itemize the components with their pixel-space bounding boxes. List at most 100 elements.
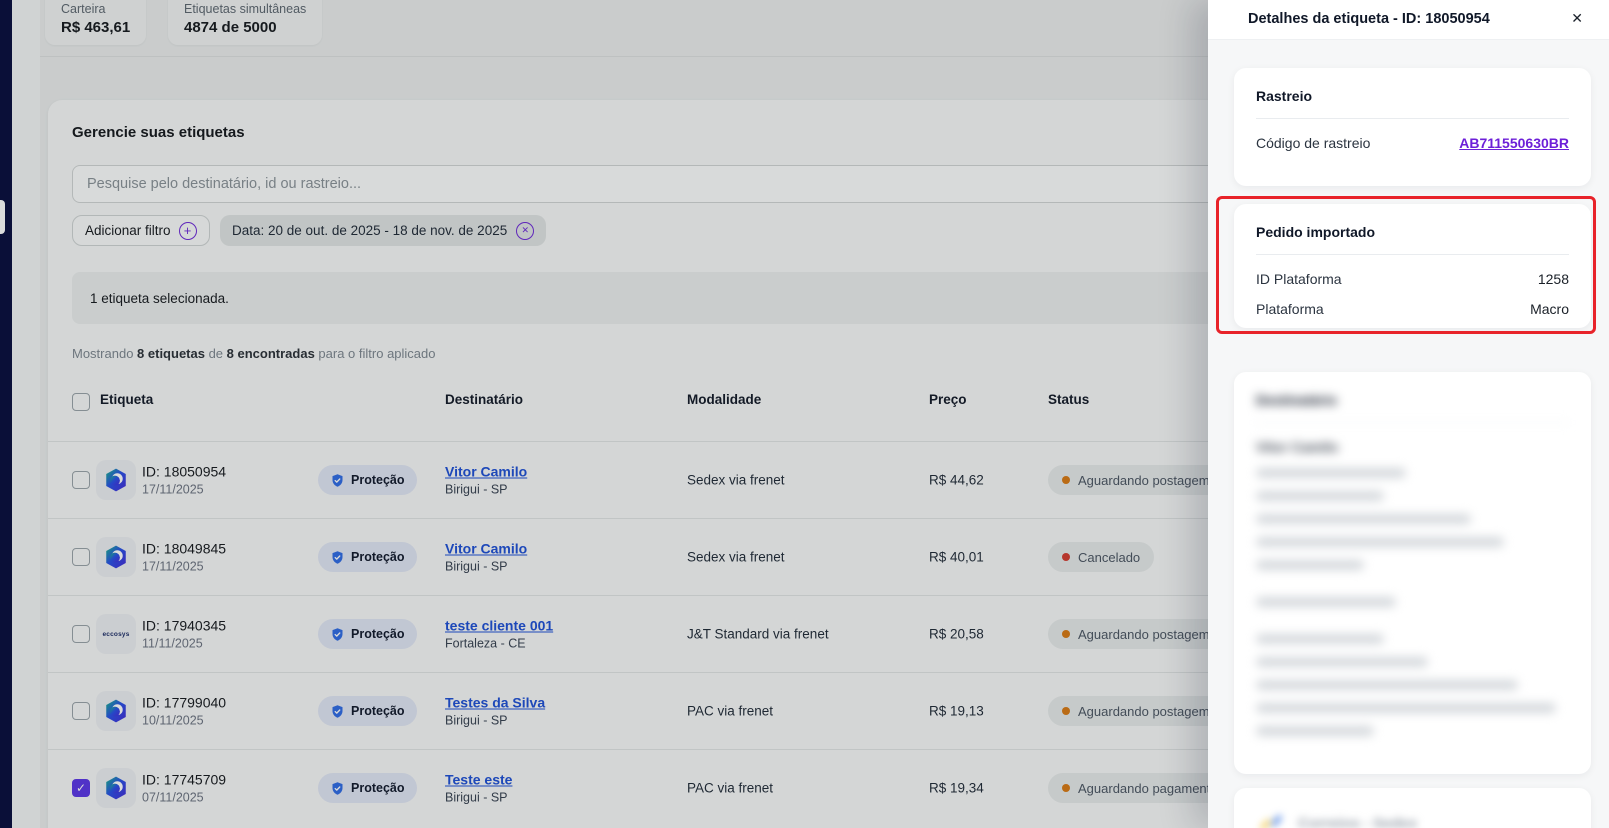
blurred-text-line [1256, 514, 1471, 524]
label-date: 17/11/2025 [142, 482, 204, 497]
hexagon-logo-icon [106, 468, 126, 492]
row-checkbox[interactable]: ✓ [72, 779, 90, 797]
protection-label: Proteção [351, 627, 405, 641]
recipient-cell: Vitor Camilo Birigui - SP [445, 541, 527, 574]
recipient-cell: Vitor Camilo Birigui - SP [445, 464, 527, 497]
blurred-text-line [1256, 468, 1406, 478]
recipient-blurred-content: Destinatário Vitor Camilo [1256, 392, 1569, 736]
platform-logo [96, 691, 136, 731]
hexagon-logo-icon [106, 776, 126, 800]
correios-logo-icon [1261, 814, 1281, 828]
top-bar: Carteira R$ 463,61 Etiquetas simultâneas… [40, 0, 1609, 57]
blurred-text-line [1256, 597, 1396, 607]
col-header-modalidade: Modalidade [687, 392, 762, 407]
status-badge: Aguardando postagem [1048, 696, 1224, 726]
protection-badge: Proteção [318, 542, 417, 572]
label-date: 11/11/2025 [142, 636, 203, 651]
recipient-name: Vitor Camilo [1256, 439, 1339, 455]
recipient-city: Fortaleza - CE [445, 636, 526, 651]
date-filter-label: Data: 20 de out. de 2025 - 18 de nov. de… [232, 223, 508, 238]
date-filter-chip[interactable]: Data: 20 de out. de 2025 - 18 de nov. de… [220, 215, 547, 246]
label-id-cell: ID: 17799040 10/11/2025 [142, 695, 226, 728]
status-text: Aguardando pagamento [1078, 780, 1218, 796]
carrier-name: Correios - Sedex [1298, 814, 1418, 828]
summary-suffix: para o filtro aplicado [314, 346, 436, 361]
divider [1256, 118, 1569, 119]
wallet-value: R$ 463,61 [61, 19, 131, 36]
add-filter-label: Adicionar filtro [85, 223, 171, 238]
recipient-link[interactable]: Testes da Silva [445, 694, 546, 711]
panel-header: Detalhes da etiqueta - ID: 18050954 ✕ [1208, 0, 1609, 40]
row-checkbox[interactable] [72, 625, 90, 643]
modality-cell: Sedex via frenet [687, 472, 785, 488]
table-row[interactable]: ✓ ID: 17745709 07/11/2025 Proteção Teste est… [48, 749, 1568, 826]
protection-label: Proteção [351, 704, 405, 718]
price-cell: R$ 44,62 [929, 472, 984, 488]
table-row[interactable]: eccosys ID: 17940345 11/11/2025 Proteção tes… [48, 595, 1568, 672]
label-id: ID: 18050954 [142, 463, 227, 480]
price-cell: R$ 19,13 [929, 703, 984, 719]
row-checkbox[interactable] [72, 548, 90, 566]
table-row[interactable]: ID: 17799040 10/11/2025 Proteção Testes da … [48, 672, 1568, 749]
label-id-cell: ID: 17745709 07/11/2025 [142, 772, 226, 805]
status-text: Aguardando postagem [1078, 472, 1210, 488]
label-id: ID: 17745709 [142, 771, 227, 788]
status-badge: Aguardando postagem [1048, 465, 1224, 495]
labels-quota-value: 4874 de 5000 [184, 19, 277, 36]
wallet-badge: Carteira R$ 463,61 [45, 0, 147, 45]
status-dot-icon [1062, 784, 1070, 792]
protection-label: Proteção [351, 781, 405, 795]
add-filter-button[interactable]: Adicionar filtro + [72, 215, 210, 246]
carrier-row: Correios - Sedex [1256, 808, 1569, 828]
tracking-code-label: Código de rastreio [1256, 135, 1371, 151]
table-row[interactable]: ID: 18050954 17/11/2025 Proteção Vitor Cami… [48, 441, 1568, 518]
hexagon-logo-icon [106, 699, 126, 723]
divider [1256, 254, 1569, 255]
results-summary: Mostrando 8 etiquetas de 8 encontradas p… [72, 346, 436, 361]
label-id-cell: ID: 17940345 11/11/2025 [142, 618, 226, 651]
tracking-code-link[interactable]: AB711550630BR [1459, 135, 1569, 151]
remove-filter-icon[interactable]: ✕ [516, 221, 535, 240]
close-icon[interactable]: ✕ [1571, 10, 1583, 26]
modality-cell: PAC via frenet [687, 780, 774, 796]
blurred-text-line [1256, 726, 1374, 736]
status-badge: Cancelado [1048, 542, 1155, 572]
label-id-cell: ID: 18050954 17/11/2025 [142, 464, 226, 497]
table-row[interactable]: ID: 18049845 17/11/2025 Proteção Vitor Cami… [48, 518, 1568, 595]
left-sidebar-column [12, 0, 40, 828]
recipient-city: Birigui - SP [445, 790, 508, 805]
platform-logo [96, 537, 136, 577]
label-id-cell: ID: 18049845 17/11/2025 [142, 541, 226, 574]
blurred-text-line [1256, 537, 1504, 547]
status-dot-icon [1062, 476, 1070, 484]
recipient-city: Birigui - SP [445, 559, 508, 574]
col-header-status: Status [1048, 392, 1090, 407]
shield-icon [332, 550, 343, 564]
platform-id-label: ID Plataforma [1256, 271, 1342, 287]
shield-icon [332, 473, 343, 487]
divider [1256, 422, 1569, 423]
blurred-text-line [1256, 560, 1364, 570]
platform-logo [96, 768, 136, 808]
blurred-text-line [1256, 657, 1428, 667]
recipient-link[interactable]: teste cliente 001 [445, 617, 554, 634]
eccosys-logo: eccosys [102, 630, 130, 638]
imported-order-title: Pedido importado [1256, 224, 1375, 240]
recipient-link[interactable]: Teste este [445, 771, 513, 788]
recipient-card: Destinatário Vitor Camilo [1234, 372, 1591, 774]
row-checkbox[interactable] [72, 702, 90, 720]
tracking-card: Rastreio Código de rastreio AB711550630B… [1234, 68, 1591, 186]
recipient-link[interactable]: Vitor Camilo [445, 540, 528, 557]
wallet-label: Carteira [61, 2, 106, 16]
selection-banner-text: 1 etiqueta selecionada. [90, 290, 229, 306]
select-all-checkbox[interactable] [72, 393, 90, 411]
price-cell: R$ 40,01 [929, 549, 984, 565]
table-body: ID: 18050954 17/11/2025 Proteção Vitor Cami… [48, 441, 1568, 826]
shield-icon [332, 627, 343, 641]
recipient-link[interactable]: Vitor Camilo [445, 463, 528, 480]
status-text: Aguardando postagem [1078, 703, 1210, 719]
protection-badge: Proteção [318, 619, 417, 649]
left-sidebar-rail [0, 0, 12, 828]
row-checkbox[interactable] [72, 471, 90, 489]
blurred-text-line [1256, 680, 1518, 690]
